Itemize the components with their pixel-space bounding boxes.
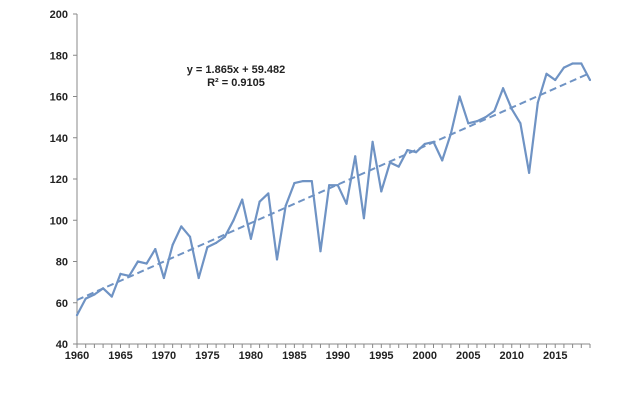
data-point <box>423 142 426 146</box>
data-point <box>188 235 192 238</box>
data-point <box>310 179 313 183</box>
data-point <box>267 192 270 195</box>
data-point <box>275 258 279 261</box>
x-tick-label: 1960 <box>65 350 89 362</box>
data-point <box>580 62 583 65</box>
data-point <box>545 72 548 75</box>
trendline <box>76 72 591 301</box>
data-point <box>328 184 331 187</box>
y-tick-label: 80 <box>56 257 68 269</box>
data-point <box>215 241 218 245</box>
y-tick-label: 200 <box>50 9 68 21</box>
data-point <box>406 149 409 152</box>
data-point <box>484 116 487 119</box>
y-tick-label: 180 <box>50 50 68 62</box>
x-tick-label: 1970 <box>152 350 176 362</box>
x-tick-label: 1980 <box>239 350 263 362</box>
trendline-equation: y = 1.865x + 59.482 R² = 0.9105 <box>187 64 285 89</box>
y-tick-label: 100 <box>50 215 68 227</box>
y-axis-ticks: 40 60 80 100 120 140 160 180 200 <box>50 9 77 351</box>
x-tick-label: 1990 <box>326 350 350 362</box>
data-point <box>528 171 531 174</box>
data-point <box>441 159 444 162</box>
data-point <box>536 101 539 104</box>
data-point <box>136 260 139 263</box>
data-point <box>554 78 557 82</box>
data-point <box>119 272 122 275</box>
data-point <box>84 297 87 300</box>
data-point <box>493 109 496 113</box>
data-point <box>223 235 226 238</box>
data-point <box>301 179 305 183</box>
data-point <box>162 276 166 280</box>
data-point <box>145 262 148 265</box>
y-tick-label: 160 <box>50 92 68 104</box>
data-point <box>371 140 374 143</box>
data-point <box>232 219 235 222</box>
y-tick-label: 40 <box>56 339 68 351</box>
data-point <box>345 202 348 205</box>
x-tick-label: 2010 <box>500 350 524 362</box>
equation-label: y = 1.865x + 59.482 <box>187 64 285 76</box>
r-squared-label: R² = 0.9105 <box>207 77 265 89</box>
x-tick-label: 2015 <box>543 350 567 362</box>
data-point <box>180 225 183 228</box>
y-tick-label: 60 <box>56 298 68 310</box>
data-point <box>588 78 592 82</box>
data-point <box>154 248 157 251</box>
x-axis-ticks: 1960 1965 1970 1975 1980 1985 1990 1995 2000 2005… <box>65 344 591 362</box>
x-tick-label: 1965 <box>108 350 132 362</box>
data-point <box>336 184 339 187</box>
data-point <box>362 217 366 220</box>
data-point <box>241 198 244 201</box>
data-point <box>501 87 505 90</box>
data-point <box>284 204 287 207</box>
x-tick-label: 1985 <box>282 350 306 362</box>
data-point <box>258 200 261 203</box>
data-point <box>319 250 322 253</box>
data-point <box>75 314 79 317</box>
y-tick-label: 140 <box>50 133 68 145</box>
x-tick-label: 2000 <box>413 350 437 362</box>
data-point <box>171 243 174 247</box>
data-point <box>415 151 418 154</box>
data-point <box>93 293 96 296</box>
data-point <box>519 122 522 125</box>
data-point <box>458 95 461 98</box>
data-point <box>293 182 296 185</box>
data-point <box>206 245 209 249</box>
data-point <box>571 62 574 65</box>
series-layer <box>75 62 592 317</box>
data-point <box>380 190 383 193</box>
x-tick-label: 1995 <box>369 350 393 362</box>
data-point <box>475 120 479 123</box>
data-point <box>110 295 113 298</box>
data-series-line <box>76 62 591 316</box>
x-tick-label: 2005 <box>456 350 480 362</box>
data-point <box>197 276 200 280</box>
x-tick-label: 1975 <box>195 350 219 362</box>
y-tick-label: 120 <box>50 174 68 186</box>
data-point <box>562 66 566 69</box>
data-point <box>467 122 470 125</box>
data-point <box>354 155 357 158</box>
data-point <box>249 237 252 240</box>
data-point <box>397 165 400 168</box>
